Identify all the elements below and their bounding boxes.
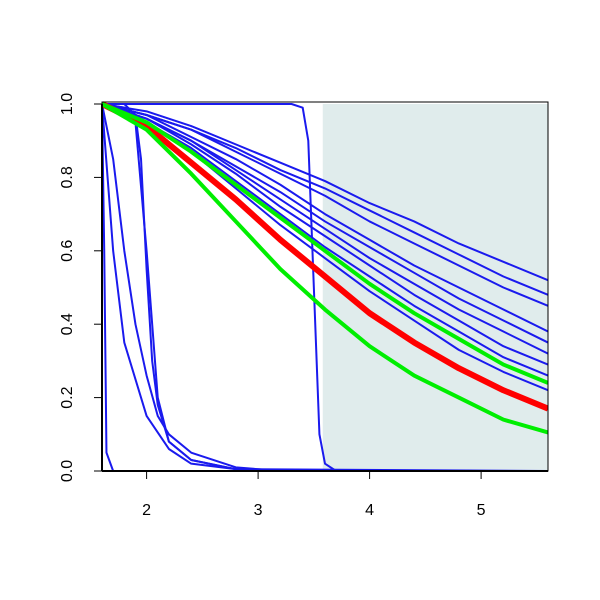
series-line	[102, 103, 548, 333]
y-tick-label: 0.6	[59, 240, 76, 262]
series-line	[102, 103, 548, 472]
series-line	[102, 101, 548, 412]
shaded-region	[322, 104, 548, 471]
x-tick-label: 3	[254, 502, 263, 519]
y-tick-label: 0.0	[59, 460, 76, 482]
x-tick-label: 5	[477, 502, 486, 519]
x-tick-label: 4	[365, 502, 374, 519]
series-line	[102, 103, 548, 355]
series-line	[102, 103, 548, 282]
series-line	[102, 102, 548, 435]
series-line	[102, 103, 548, 472]
y-tick-label: 0.2	[59, 386, 76, 408]
y-tick-label: 0.8	[59, 166, 76, 188]
series-line	[102, 103, 548, 377]
y-tick-label: 1.0	[59, 93, 76, 115]
y-tick-label: 0.4	[59, 313, 76, 335]
x-tick-label: 2	[142, 502, 151, 519]
series-line	[102, 103, 548, 307]
series-line	[102, 103, 548, 366]
series-line	[102, 102, 548, 385]
